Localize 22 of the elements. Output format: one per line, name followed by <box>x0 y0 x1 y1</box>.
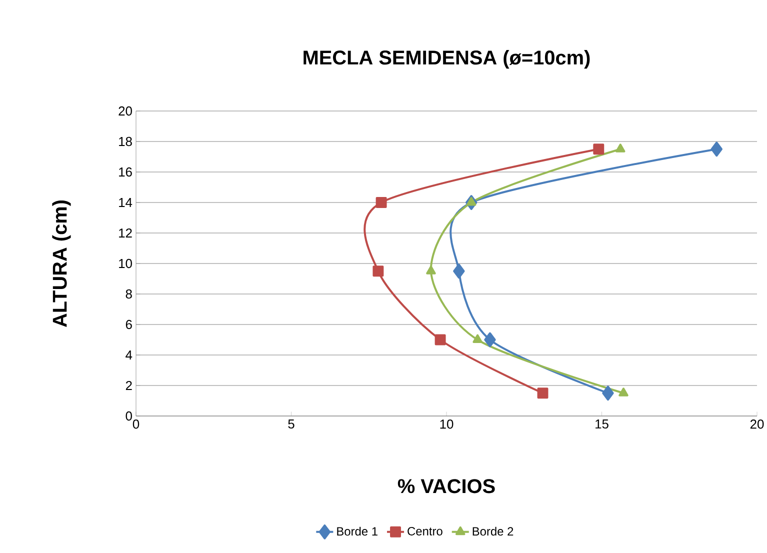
y-tick-label: 0 <box>126 411 132 421</box>
y-tick-label: 6 <box>126 320 132 330</box>
x-tick-label: 5 <box>288 420 294 429</box>
y-axis-title: ALTURA (cm) <box>52 200 71 328</box>
x-tick-label: 15 <box>596 420 608 429</box>
y-tick-label: 10 <box>119 258 132 268</box>
y-tick-label: 4 <box>126 350 132 360</box>
x-tick-label: 0 <box>132 420 140 429</box>
y-tick-label: 2 <box>126 380 132 390</box>
x-axis-title: % VACIOS <box>398 479 495 494</box>
chart-title: MECLA SEMIDENSA (ø=10cm) <box>304 50 590 69</box>
y-tick-label: 18 <box>119 136 132 146</box>
y-tick-label: 12 <box>119 228 132 238</box>
y-tick-label: 16 <box>119 167 132 177</box>
legend-label: Borde 2 <box>472 526 514 536</box>
x-tick-label: 20 <box>750 420 764 429</box>
legend-label: Borde 1 <box>337 526 378 536</box>
legend-label: Centro <box>408 526 442 536</box>
y-tick-label: 14 <box>119 198 132 207</box>
y-tick-label: 20 <box>118 106 132 116</box>
x-tick-label: 10 <box>440 420 454 429</box>
y-tick-label: 8 <box>126 289 132 299</box>
